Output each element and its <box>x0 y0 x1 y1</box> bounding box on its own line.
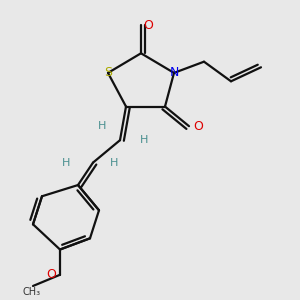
Text: H: H <box>98 121 106 131</box>
Text: S: S <box>104 66 112 80</box>
Text: H: H <box>140 135 148 145</box>
Text: O: O <box>193 120 203 133</box>
Text: O: O <box>144 19 153 32</box>
Text: CH₃: CH₃ <box>22 286 40 297</box>
Text: O: O <box>47 268 56 281</box>
Text: H: H <box>62 158 70 168</box>
Text: N: N <box>169 66 179 80</box>
Text: H: H <box>110 158 118 168</box>
